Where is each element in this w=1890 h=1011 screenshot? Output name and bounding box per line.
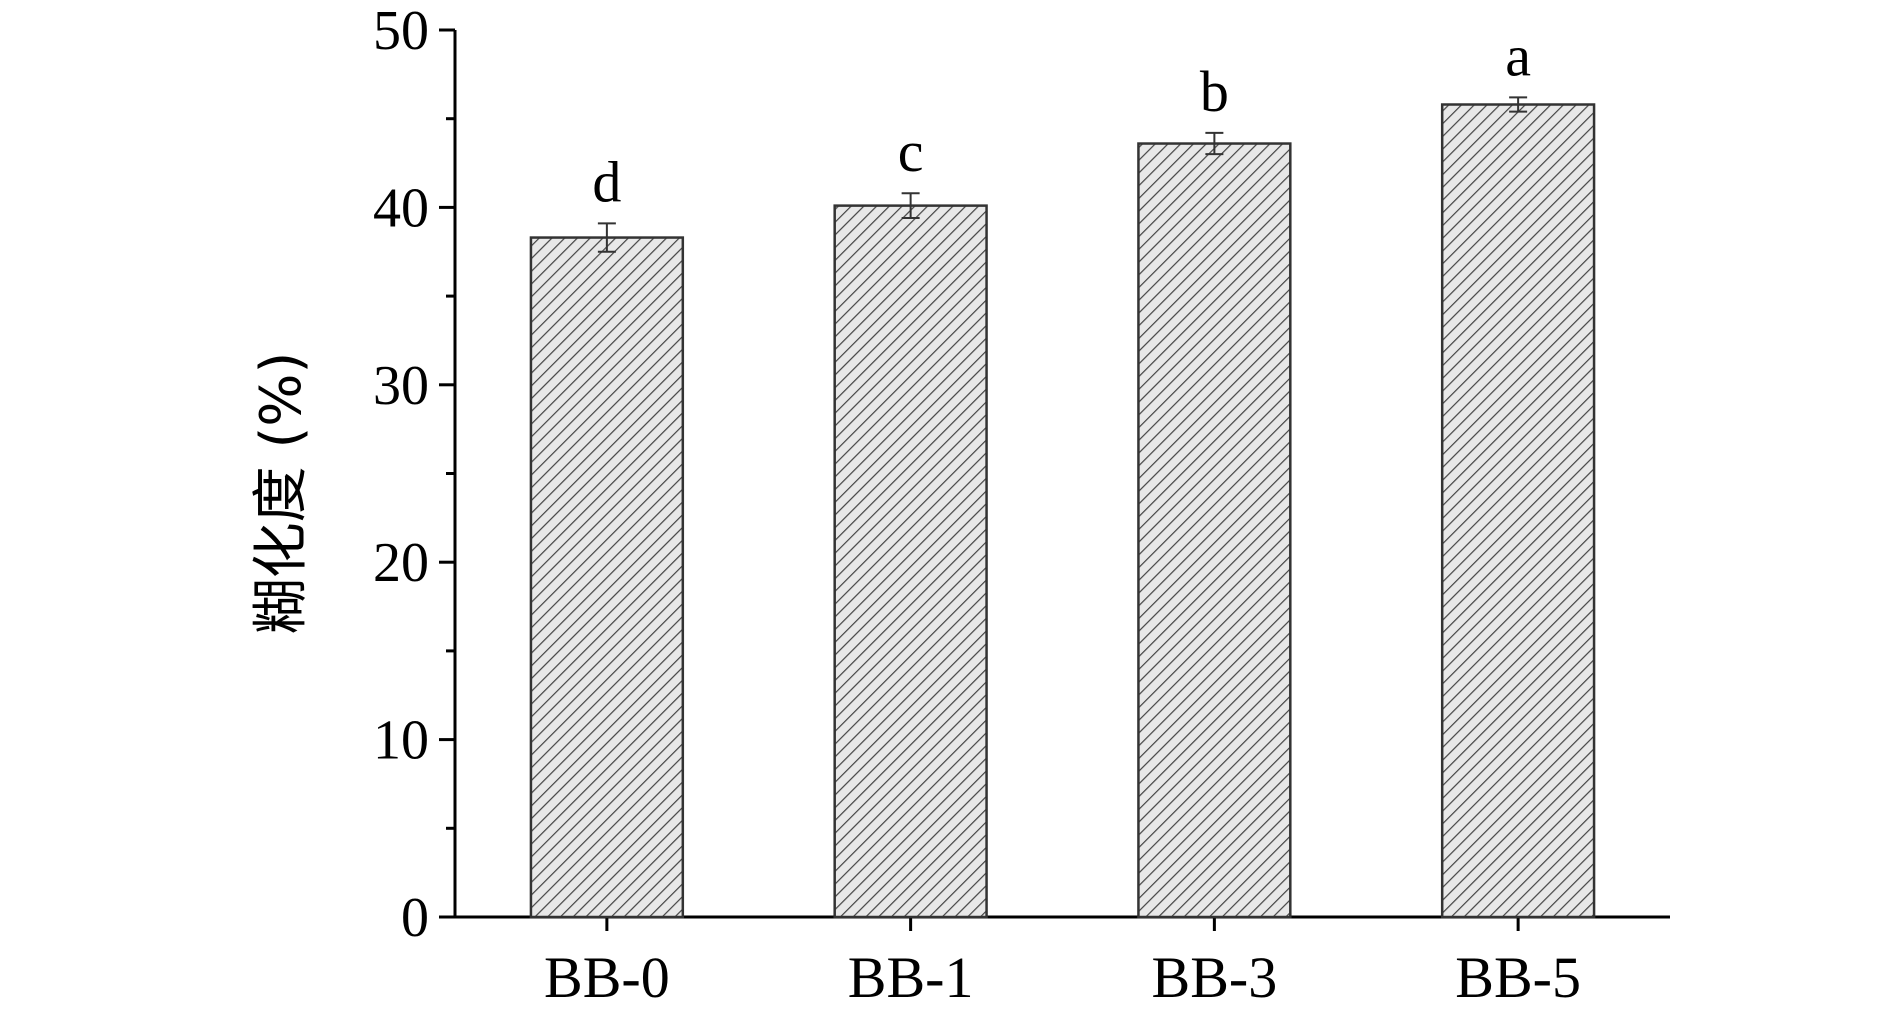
bar-BB-3	[1137, 142, 1292, 919]
significance-label: c	[898, 119, 924, 184]
bars	[529, 96, 1596, 919]
y-tick-label: 20	[373, 532, 429, 594]
y-tick-label: 0	[401, 887, 429, 949]
x-tick-label: BB-0	[544, 945, 670, 1010]
y-axis-title: 糊化度 (%)	[249, 352, 314, 635]
bar-BB-0	[529, 236, 685, 919]
y-tick-label: 50	[373, 0, 429, 62]
bar-BB-1	[833, 204, 988, 919]
labels: 0 10 20 30 40 50 d BB-0 c BB-1 b BB-3 a BB-5	[373, 0, 1581, 1010]
x-tick-label: BB-5	[1455, 945, 1581, 1010]
y-tick-label: 30	[373, 355, 429, 417]
significance-label: a	[1505, 23, 1531, 88]
bar-BB-5	[1440, 103, 1596, 919]
significance-label: d	[592, 149, 621, 214]
x-tick-label: BB-1	[848, 945, 974, 1010]
y-tick-label: 40	[373, 177, 429, 239]
x-tick-label: BB-3	[1152, 945, 1278, 1010]
y-tick-label: 10	[373, 710, 429, 772]
significance-label: b	[1200, 59, 1229, 124]
